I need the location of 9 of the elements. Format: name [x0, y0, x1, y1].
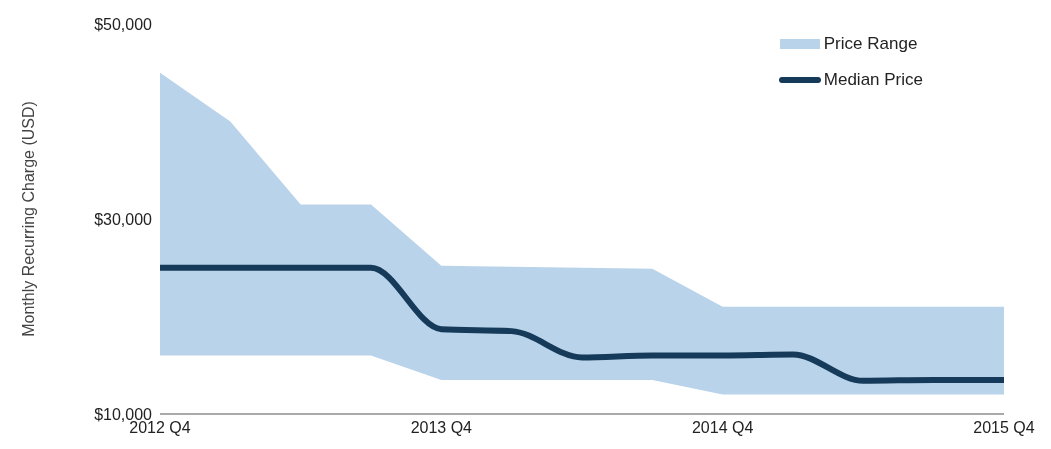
legend-label: Median Price — [823, 70, 923, 90]
y-tick-label: $30,000 — [94, 210, 153, 228]
x-tick-label: 2015 Q4 — [973, 419, 1035, 437]
y-tick-label: $50,000 — [94, 15, 153, 33]
x-tick-label: 2013 Q4 — [410, 419, 473, 437]
annotation: Price Range — [823, 34, 918, 54]
x-tick-label: 2014 Q4 — [691, 419, 754, 437]
y-axis-title: Monthly Recurring Charge (USD) — [19, 101, 37, 337]
x-tick-label: 2012 Q4 — [129, 419, 191, 437]
